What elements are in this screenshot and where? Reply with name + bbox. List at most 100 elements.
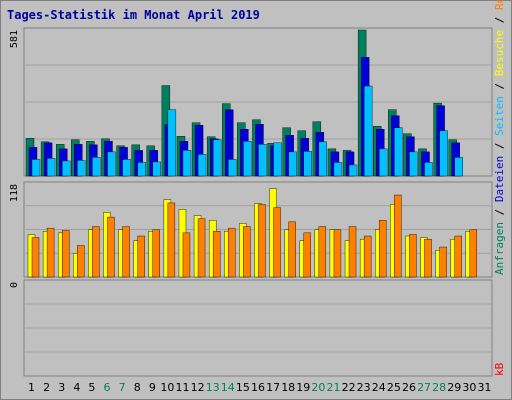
x-tick-label: 4: [73, 381, 80, 394]
bar-seiten-day-6: [107, 151, 116, 177]
legend-separator: /: [493, 136, 506, 156]
x-tick-label: 11: [176, 381, 190, 394]
bar-rechner-day-12: [197, 218, 206, 278]
bar-rechner-day-11: [182, 232, 191, 278]
x-tick-label: 27: [417, 381, 431, 394]
bar-rechner-day-29: [454, 235, 462, 278]
bar-rechner-day-1: [31, 237, 40, 278]
bar-rechner-day-27: [424, 238, 432, 278]
legend-rechner: Rechner: [493, 0, 506, 10]
y-max-label: 581: [9, 30, 20, 48]
bar-rechner-day-28: [439, 246, 447, 278]
bar-rechner-day-15: [243, 226, 251, 278]
x-tick-label: 7: [119, 381, 126, 394]
x-tick-label: 22: [342, 381, 356, 394]
bar-seiten-day-2: [46, 158, 56, 177]
x-tick-label: 16: [251, 381, 265, 394]
bar-rechner-day-17: [273, 207, 281, 278]
x-tick-label: 6: [104, 381, 111, 394]
bar-seiten-day-10: [167, 109, 177, 177]
legend-anfragen: Anfragen: [493, 222, 506, 275]
bar-seiten-day-15: [243, 141, 252, 177]
bar-seiten-day-7: [122, 159, 131, 177]
bar-seiten-day-12: [197, 154, 207, 177]
x-tick-label: 30: [462, 381, 476, 394]
bar-seiten-day-5: [92, 157, 101, 177]
bar-rechner-day-30: [469, 229, 478, 278]
bar-seiten-day-23: [363, 85, 373, 177]
bar-seiten-day-22: [348, 164, 358, 177]
bar-rechner-day-14: [228, 227, 236, 278]
bar-seiten-day-4: [77, 160, 86, 177]
bar-seiten-day-29: [454, 157, 463, 177]
bar-rechner-day-8: [137, 235, 145, 278]
chart-title: Tages-Statistik im Monat April 2019: [7, 8, 260, 22]
legend-seiten: Seiten: [493, 96, 506, 136]
bar-seiten-day-24: [379, 148, 388, 177]
bar-rechner-day-19: [303, 232, 311, 278]
x-tick-label: 3: [58, 381, 65, 394]
y-max-label: 118: [9, 184, 20, 202]
bar-seiten-day-28: [439, 130, 448, 177]
bar-seiten-day-11: [182, 150, 192, 177]
bar-rechner-day-26: [409, 234, 417, 278]
bar-seiten-day-17: [273, 142, 282, 177]
bar-rechner-day-13: [212, 231, 221, 278]
legend-kb: kB: [493, 362, 506, 376]
bar-seiten-day-8: [137, 162, 146, 177]
bar-seiten-day-27: [424, 162, 433, 177]
x-tick-label: 13: [206, 381, 220, 394]
bar-rechner-day-2: [46, 227, 55, 278]
x-tick-label: 24: [372, 381, 386, 394]
x-tick-label: 26: [402, 381, 416, 394]
x-tick-label: 31: [477, 381, 491, 394]
x-tick-label: 23: [357, 381, 371, 394]
x-tick-label: 10: [160, 381, 174, 394]
x-tick-label: 25: [387, 381, 401, 394]
bar-rechner-day-22: [348, 226, 357, 278]
bar-rechner-day-9: [152, 229, 160, 278]
bar-rechner-day-3: [61, 230, 70, 278]
x-tick-label: 9: [149, 381, 156, 394]
legend-dateien: Dateien: [493, 156, 506, 202]
x-tick-label: 15: [236, 381, 250, 394]
bar-rechner-day-25: [394, 194, 402, 278]
bar-seiten-day-25: [394, 127, 403, 177]
legend-separator: /: [493, 10, 506, 30]
bar-seiten-day-21: [333, 162, 343, 177]
bar-seiten-day-13: [212, 139, 222, 177]
x-tick-label: 8: [134, 381, 141, 394]
x-tick-label: 19: [296, 381, 310, 394]
legend-besuche: Besuche: [493, 30, 506, 76]
bar-rechner-day-18: [288, 221, 296, 278]
bar-seiten-day-14: [228, 159, 237, 177]
bar-seiten-day-3: [61, 160, 71, 177]
x-tick-label: 5: [88, 381, 95, 394]
legend-separator: /: [493, 202, 506, 222]
x-tick-label: 14: [221, 381, 235, 394]
y-max-label: 0: [9, 282, 20, 288]
x-tick-label: 18: [281, 381, 295, 394]
x-tick-label: 28: [432, 381, 446, 394]
bar-seiten-day-16: [258, 144, 267, 177]
x-tick-label: 21: [326, 381, 340, 394]
bar-rechner-day-10: [167, 202, 176, 278]
bar-seiten-day-19: [303, 151, 312, 177]
bar-rechner-day-5: [92, 226, 100, 278]
bar-rechner-day-16: [258, 204, 266, 278]
bar-rechner-day-6: [107, 216, 115, 278]
bar-rechner-day-23: [363, 235, 372, 278]
bar-rechner-day-4: [77, 245, 85, 278]
bar-rechner-day-7: [122, 226, 130, 278]
bar-seiten-day-20: [318, 141, 328, 177]
bar-seiten-day-26: [409, 151, 418, 177]
x-tick-label: 2: [43, 381, 50, 394]
x-tick-label: 12: [191, 381, 205, 394]
bar-seiten-day-18: [288, 151, 297, 177]
bar-rechner-day-20: [318, 226, 327, 278]
bar-seiten-day-1: [31, 159, 41, 177]
legend-right: Anfragen / Dateien / Seiten / Besuche / …: [493, 0, 506, 275]
x-tick-label: 29: [447, 381, 461, 394]
